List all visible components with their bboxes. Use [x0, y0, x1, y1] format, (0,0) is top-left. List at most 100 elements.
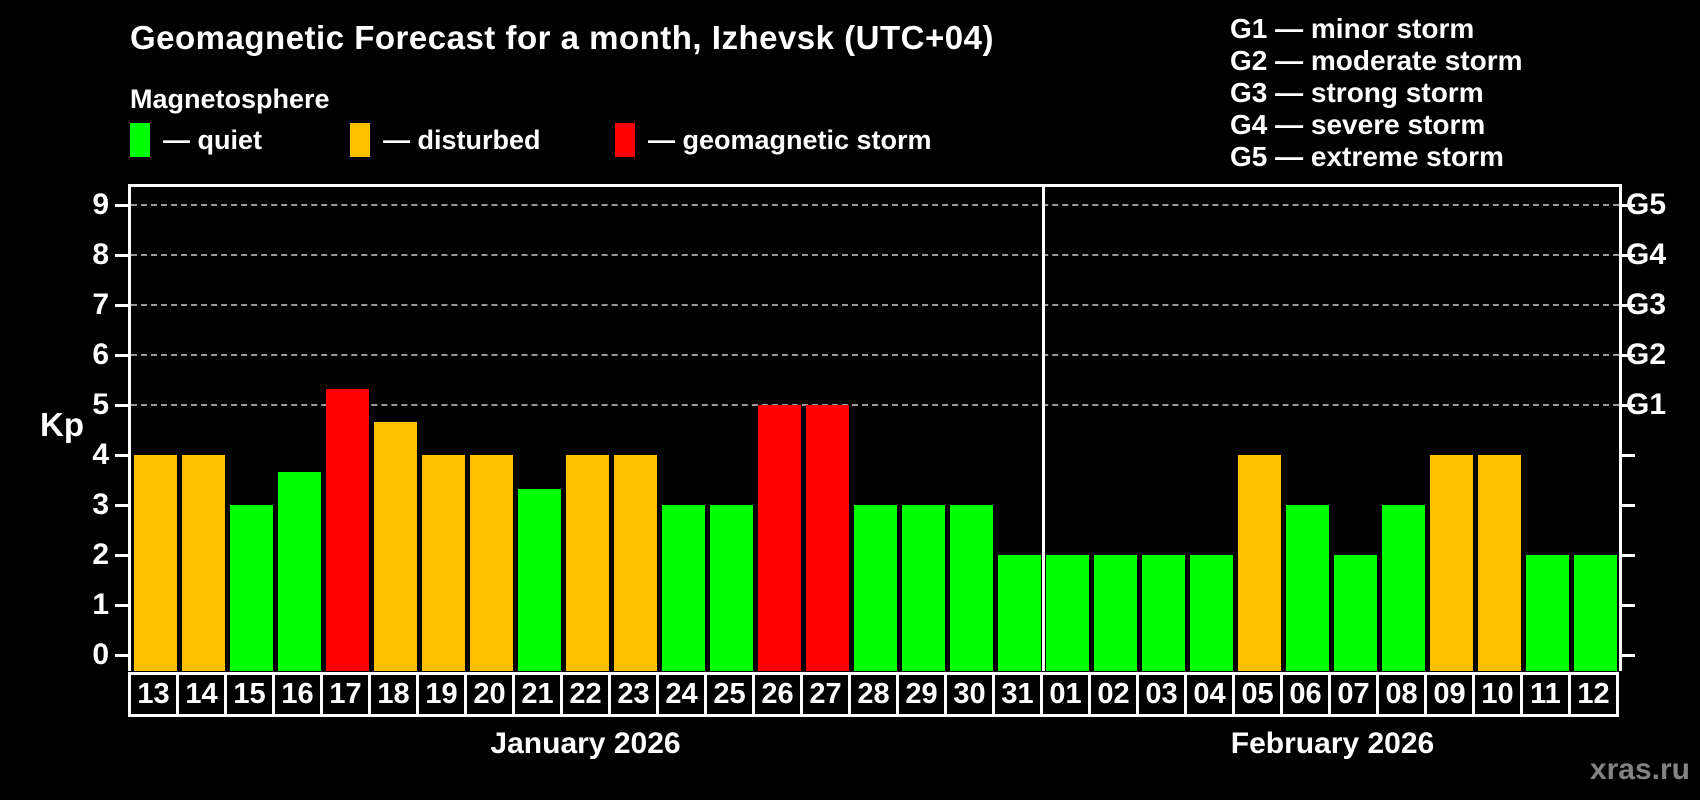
kp-bar-january-16	[277, 471, 321, 671]
y-axis-tick-right-0	[1622, 654, 1635, 657]
date-label-february-09: 09	[1424, 672, 1475, 717]
date-label-january-16: 16	[272, 672, 323, 717]
date-label-february-12: 12	[1568, 672, 1619, 717]
month-label-february: February 2026	[1230, 727, 1435, 760]
kp-bar-january-21	[517, 488, 561, 671]
date-label-january-14: 14	[176, 672, 227, 717]
kp-bar-january-27	[805, 405, 849, 671]
date-label-january-25: 25	[704, 672, 755, 717]
g-scale-label-g2: G2	[1626, 338, 1667, 371]
kp-bar-january-14	[181, 455, 225, 671]
legend-item-quiet: — quiet	[130, 121, 262, 159]
y-axis-tick-label-1: 1	[92, 588, 109, 621]
g-scale-label-g1: G1	[1626, 388, 1667, 421]
kp-bar-february-03	[1141, 555, 1185, 671]
kp-bar-february-08	[1381, 505, 1425, 671]
date-label-january-15: 15	[224, 672, 275, 717]
kp-bar-january-29	[901, 505, 945, 671]
y-axis-tick-right-1	[1622, 604, 1635, 607]
legend-item-disturbed: — disturbed	[350, 121, 541, 159]
date-label-january-23: 23	[608, 672, 659, 717]
date-label-january-29: 29	[896, 672, 947, 717]
y-axis-tick-label-8: 8	[92, 238, 109, 271]
date-label-february-01: 01	[1040, 672, 1091, 717]
gridline-kp5	[131, 404, 1619, 406]
kp-bar-january-13	[133, 455, 177, 671]
date-label-january-27: 27	[800, 672, 851, 717]
storm-scale-g3: G3 — strong storm	[1230, 77, 1484, 108]
kp-bar-january-25	[709, 505, 753, 671]
y-axis-tick-left-4	[115, 454, 128, 457]
kp-bar-january-26	[757, 405, 801, 671]
kp-bar-february-05	[1237, 455, 1281, 671]
y-axis-tick-left-5	[115, 404, 128, 407]
legend-label-storm: — geomagnetic storm	[648, 124, 932, 155]
month-divider	[1041, 187, 1045, 671]
y-axis-tick-right-3	[1622, 504, 1635, 507]
kp-bar-february-09	[1429, 455, 1473, 671]
kp-bar-february-11	[1525, 555, 1569, 671]
date-label-february-10: 10	[1472, 672, 1523, 717]
date-label-january-26: 26	[752, 672, 803, 717]
kp-bar-january-24	[661, 505, 705, 671]
storm-scale-g5: G5 — extreme storm	[1230, 141, 1504, 172]
y-axis-tick-left-7	[115, 304, 128, 307]
y-axis-tick-label-9: 9	[92, 188, 109, 221]
kp-bar-january-19	[421, 455, 465, 671]
kp-bar-february-02	[1093, 555, 1137, 671]
kp-bar-february-10	[1477, 455, 1521, 671]
plot-area: 0 1 2 3 4 5 6 7 8 9 G1 G2 G3 G4 G5	[92, 184, 1666, 671]
quiet-color-swatch	[130, 123, 150, 157]
storm-scale-g2: G2 — moderate storm	[1230, 45, 1523, 76]
y-axis-tick-label-7: 7	[92, 288, 109, 321]
date-label-january-31: 31	[992, 672, 1043, 717]
y-axis-tick-label-4: 4	[92, 438, 109, 471]
date-label-february-07: 07	[1328, 672, 1379, 717]
gridline-kp8	[131, 254, 1619, 256]
gridline-kp6	[131, 354, 1619, 356]
y-axis-tick-left-3	[115, 504, 128, 507]
y-axis-tick-label-5: 5	[92, 388, 109, 421]
kp-bar-february-06	[1285, 505, 1329, 671]
gridline-kp9	[131, 204, 1619, 206]
y-axis-tick-left-1	[115, 604, 128, 607]
watermark: xras.ru	[1589, 753, 1690, 786]
y-axis-tick-left-2	[115, 554, 128, 557]
y-axis-tick-right-5	[1622, 404, 1635, 407]
legend-item-storm: — geomagnetic storm	[615, 121, 932, 159]
kp-bar-february-07	[1333, 555, 1377, 671]
date-label-january-28: 28	[848, 672, 899, 717]
storm-scale-legend: G1 — minor storm G2 — moderate storm G3 …	[1230, 13, 1523, 173]
date-label-february-11: 11	[1520, 672, 1571, 717]
date-label-january-24: 24	[656, 672, 707, 717]
page-title: Geomagnetic Forecast for a month, Izhevs…	[130, 19, 994, 56]
g-scale-label-g3: G3	[1626, 288, 1667, 321]
y-axis-tick-left-9	[115, 204, 128, 207]
kp-bar-january-23	[613, 455, 657, 671]
storm-scale-g4: G4 — severe storm	[1230, 109, 1486, 140]
month-label-january: January 2026	[490, 727, 681, 760]
date-label-january-21: 21	[512, 672, 563, 717]
y-axis-tick-left-6	[115, 354, 128, 357]
kp-bar-february-04	[1189, 555, 1233, 671]
kp-bar-february-01	[1045, 555, 1089, 671]
g-scale-label-g5: G5	[1626, 188, 1667, 221]
y-axis-tick-left-8	[115, 254, 128, 257]
date-label-february-02: 02	[1088, 672, 1139, 717]
kp-bar-january-15	[229, 505, 273, 671]
date-label-january-18: 18	[368, 672, 419, 717]
y-axis-tick-right-8	[1622, 254, 1635, 257]
g-scale-label-g4: G4	[1626, 238, 1667, 271]
y-axis-tick-right-2	[1622, 554, 1635, 557]
date-label-january-13: 13	[128, 672, 179, 717]
disturbed-color-swatch	[350, 123, 370, 157]
gridline-kp7	[131, 304, 1619, 306]
legend-label-quiet: — quiet	[163, 124, 262, 155]
kp-bar-february-12	[1573, 555, 1617, 671]
kp-bar-january-20	[469, 455, 513, 671]
y-axis-tick-label-0: 0	[92, 638, 109, 671]
storm-color-swatch	[615, 123, 635, 157]
kp-bar-january-28	[853, 505, 897, 671]
kp-bar-january-30	[949, 505, 993, 671]
kp-bar-january-31	[997, 555, 1041, 671]
